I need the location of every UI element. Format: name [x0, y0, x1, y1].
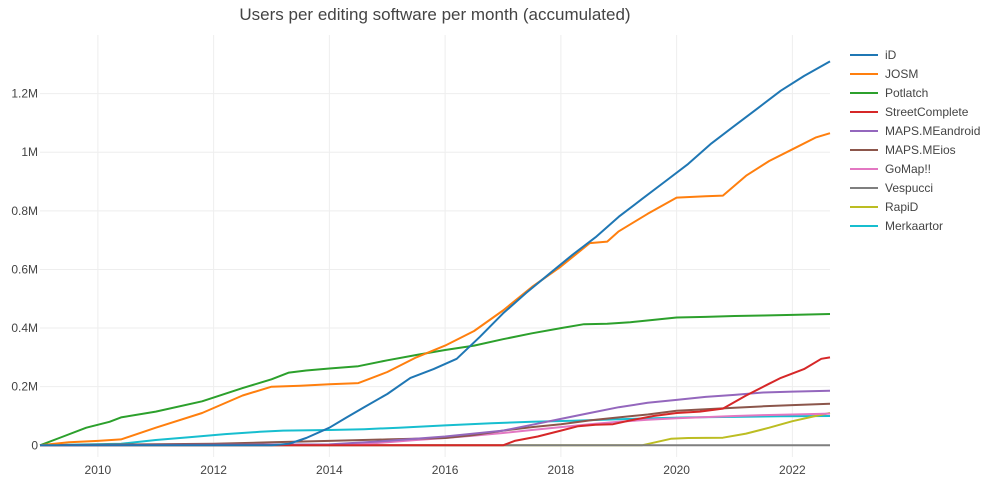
- x-tick-label: 2012: [200, 463, 227, 477]
- legend-item[interactable]: Vespucci: [850, 178, 980, 197]
- legend-label: iD: [885, 47, 897, 62]
- grid-lines: [40, 35, 830, 457]
- x-tick-label: 2010: [85, 463, 112, 477]
- series-lines: [39, 60, 831, 447]
- legend-item[interactable]: StreetComplete: [850, 102, 980, 121]
- legend-swatch: [850, 72, 878, 75]
- legend-label: Potlatch: [885, 85, 929, 100]
- legend-label: StreetComplete: [885, 104, 969, 119]
- legend-swatch: [850, 167, 878, 170]
- legend-item[interactable]: MAPS.MEandroid: [850, 121, 980, 140]
- legend-swatch: [850, 205, 878, 208]
- chart-legend: iD JOSM Potlatch StreetComplete MAPS.MEandro…: [850, 45, 980, 235]
- chart-title: Users per editing software per month (ac…: [239, 5, 631, 24]
- legend-swatch: [850, 110, 878, 113]
- x-tick-label: 2022: [779, 463, 806, 477]
- legend-swatch: [850, 224, 878, 227]
- y-tick-label: 0.6M: [11, 262, 38, 276]
- legend-swatch: [850, 53, 878, 56]
- y-tick-label: 1M: [21, 145, 38, 159]
- legend-swatch: [850, 148, 878, 151]
- series-line-streetcomplete[interactable]: [40, 356, 831, 447]
- legend-swatch: [850, 91, 878, 94]
- legend-label: RapiD: [885, 199, 919, 214]
- axis-ticks: 2010 2012 2014 2016 2018 2020 2022 0 0.2M 0.4M 0.6…: [11, 87, 806, 477]
- legend-swatch: [850, 186, 878, 189]
- legend-item[interactable]: MAPS.MEios: [850, 140, 980, 159]
- x-tick-label: 2014: [316, 463, 343, 477]
- y-tick-label: 1.2M: [11, 87, 38, 101]
- series-line-merkaartor[interactable]: [39, 415, 831, 447]
- legend-label: Vespucci: [885, 180, 934, 195]
- legend-item[interactable]: Merkaartor: [850, 216, 980, 235]
- y-tick-label: 0.8M: [11, 204, 38, 218]
- legend-label: MAPS.MEios: [885, 142, 956, 157]
- series-line-gomap-[interactable]: [39, 412, 831, 447]
- series-line-josm[interactable]: [39, 132, 831, 447]
- legend-item[interactable]: Potlatch: [850, 83, 980, 102]
- legend-item[interactable]: iD: [850, 45, 980, 64]
- x-tick-label: 2016: [432, 463, 459, 477]
- legend-label: GoMap!!: [885, 161, 932, 176]
- x-tick-label: 2018: [548, 463, 575, 477]
- legend-item[interactable]: JOSM: [850, 64, 980, 83]
- x-tick-label: 2020: [663, 463, 690, 477]
- legend-swatch: [850, 129, 878, 132]
- series-line-id[interactable]: [40, 60, 831, 447]
- y-tick-label: 0.4M: [11, 321, 38, 335]
- legend-label: JOSM: [885, 66, 919, 81]
- series-line-rapid[interactable]: [40, 412, 831, 447]
- y-tick-label: 0.2M: [11, 380, 38, 394]
- legend-label: Merkaartor: [885, 218, 944, 233]
- legend-item[interactable]: GoMap!!: [850, 159, 980, 178]
- legend-label: MAPS.MEandroid: [885, 123, 981, 138]
- series-line-maps-meios[interactable]: [39, 402, 831, 447]
- y-tick-label: 0: [31, 438, 38, 452]
- legend-item[interactable]: RapiD: [850, 197, 980, 216]
